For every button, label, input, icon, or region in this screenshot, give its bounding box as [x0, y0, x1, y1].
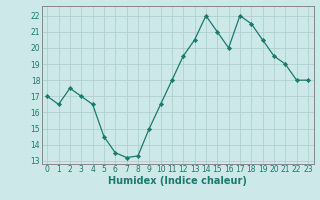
- X-axis label: Humidex (Indice chaleur): Humidex (Indice chaleur): [108, 176, 247, 186]
